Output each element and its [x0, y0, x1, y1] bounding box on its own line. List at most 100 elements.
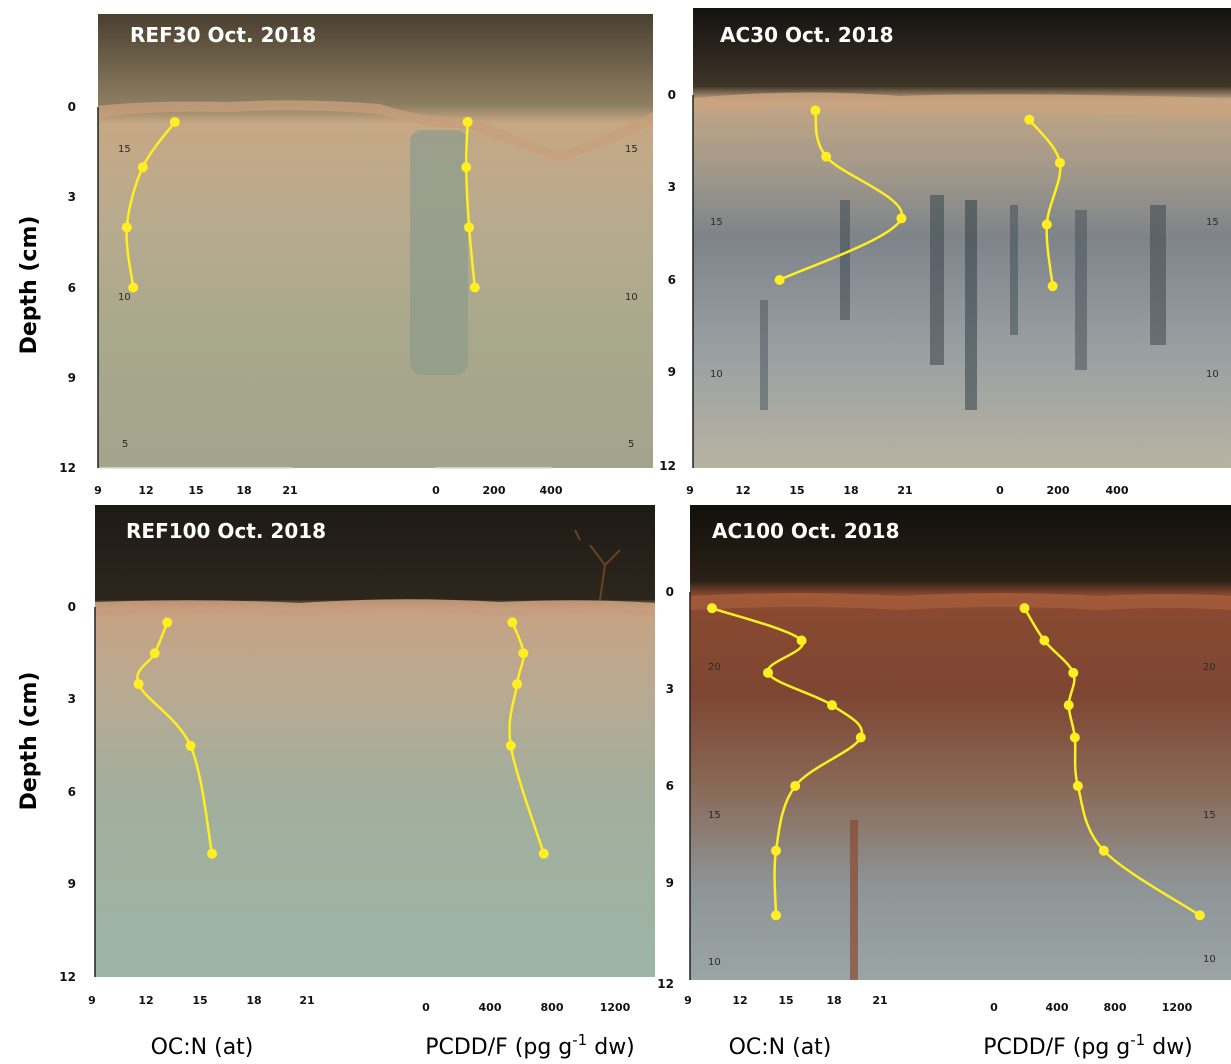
pcdd-series-point	[1019, 603, 1030, 614]
ruler-mark: 15	[625, 144, 638, 155]
x-ticks-ref30: 9 12 15 18 21 0 200 400	[94, 467, 563, 497]
pcdd-series-point	[1194, 910, 1205, 921]
y-tick-label: 6	[666, 779, 674, 793]
pcdd-title-suffix: dw)	[587, 1035, 635, 1060]
pcdd-tick-label: 400	[1046, 1001, 1069, 1014]
pcdd-series-point	[469, 282, 480, 293]
ocn-tick-label: 9	[88, 994, 96, 1007]
y-tick-label: 6	[668, 273, 676, 287]
y-tick-label: 6	[68, 785, 76, 799]
ocn-tick-label: 12	[138, 484, 153, 497]
ocn-tick-label: 12	[138, 994, 153, 1007]
pcdd-series-line	[464, 122, 477, 288]
pcdd-series-point	[512, 679, 523, 690]
ocn-series-point	[169, 117, 180, 128]
ruler-mark: 10	[1206, 369, 1219, 380]
pcdd-tick-label: 800	[541, 1001, 564, 1014]
pcdd-tick-label: 400	[540, 484, 563, 497]
pcdd-title-sup: -1	[572, 1031, 587, 1049]
ruler-marks: 15 15 10 10 5 5 15 15 10 10 20 20 15 15 …	[118, 144, 1219, 968]
ocn-series-point	[774, 275, 785, 285]
x-ticks-ac100: 9 12 15 18 21 0 400 800 1200	[684, 994, 1192, 1014]
pcdd-tick-label: 400	[1106, 484, 1129, 497]
ruler-mark: 15	[1206, 217, 1219, 228]
y-tick-label: 12	[59, 970, 76, 984]
ocn-series-point	[121, 222, 132, 233]
panel-ac100: AC100 Oct. 2018	[690, 505, 1231, 980]
ocn-series-point	[128, 282, 139, 293]
ocn-series-point	[790, 781, 801, 791]
panel-title-ref100: REF100 Oct. 2018	[126, 519, 326, 543]
dark-bands-ac30	[760, 195, 1166, 410]
pcdd-tick-label: 0	[422, 1001, 430, 1014]
panel-title-ac100: AC100 Oct. 2018	[712, 519, 900, 543]
ocn-tick-label: 9	[94, 484, 102, 497]
ocn-series-point	[137, 162, 148, 173]
y-axis-ac30: 0 3 6 9 12	[659, 88, 694, 473]
core-photo-ac100	[690, 505, 1231, 980]
ocn-tick-label: 18	[236, 484, 251, 497]
ocn-tick-label: 18	[246, 994, 261, 1007]
y-tick-label: 0	[68, 100, 76, 114]
y-tick-label: 12	[659, 459, 676, 473]
pcdd-tick-label: 800	[1104, 1001, 1127, 1014]
pcdd-series-point	[1068, 667, 1079, 678]
pcdd-series-point	[1063, 700, 1074, 711]
pcdd-series-point	[1039, 635, 1050, 646]
pcdd-tick-label: 0	[996, 484, 1004, 497]
ocn-tick-label: 18	[843, 484, 858, 497]
panel-ac30: AC30 Oct. 2018	[693, 8, 1231, 468]
pcdd-series-point	[538, 848, 549, 859]
pcdd-series-point	[461, 162, 472, 173]
ocn-tick-label: 15	[778, 994, 793, 1007]
ruler-mark: 15	[1203, 810, 1216, 821]
ruler-mark: 10	[708, 957, 721, 968]
y-axis-title-bottom: Depth (cm)	[17, 672, 42, 811]
ocn-series-point	[133, 679, 144, 690]
y-tick-label: 3	[668, 180, 676, 194]
ocn-tick-label: 18	[826, 994, 841, 1007]
ocn-tick-label: 21	[897, 484, 912, 497]
panel-title-ref30: REF30 Oct. 2018	[130, 23, 316, 47]
pcdd-series-point	[1098, 845, 1109, 856]
ruler-mark: 10	[625, 292, 638, 303]
ocn-tick-label: 12	[732, 994, 747, 1007]
y-tick-label: 3	[68, 692, 76, 706]
ruler-mark: 10	[1203, 954, 1216, 965]
ocn-series-line	[136, 621, 214, 854]
plant-debris-ref100	[574, 529, 621, 601]
x-axis-title-pcdd-right: PCDD/F (pg g-1 dw)	[983, 1031, 1193, 1060]
ocn-tick-label: 12	[735, 484, 750, 497]
y-axis-title-top: Depth (cm)	[17, 216, 42, 355]
panel-ref100: REF100 Oct. 2018	[95, 505, 655, 977]
core-photo-ac30	[693, 8, 1231, 468]
y-tick-label: 0	[68, 600, 76, 614]
x-axis-title-pcdd-left: PCDD/F (pg g-1 dw)	[425, 1031, 635, 1060]
pcdd-series-line	[508, 621, 545, 855]
series-layer	[121, 105, 1205, 921]
y-tick-label: 12	[657, 977, 674, 991]
sediment-surface-ac30	[693, 92, 1231, 118]
sediment-surface-ref30	[98, 100, 653, 160]
ocn-tick-label: 9	[684, 994, 692, 1007]
y-tick-label: 9	[68, 371, 76, 385]
ocn-series-point	[185, 740, 196, 751]
pcdd-title-sup: -1	[1130, 1031, 1145, 1049]
pcdd-title-prefix: PCDD/F (pg g	[983, 1035, 1130, 1060]
burrow-ref30	[410, 130, 468, 375]
pcdd-series-point	[507, 617, 518, 628]
sediment-surface-ac100	[690, 593, 1231, 610]
ruler-mark: 10	[118, 292, 131, 303]
y-tick-label: 6	[68, 281, 76, 295]
ocn-tick-label: 15	[192, 994, 207, 1007]
ocn-series-line	[779, 110, 903, 282]
ocn-series-point	[149, 648, 160, 659]
ocn-tick-label: 15	[789, 484, 804, 497]
core-photo-ref30	[98, 14, 653, 468]
pcdd-title-prefix: PCDD/F (pg g	[425, 1035, 572, 1060]
ocn-series-point	[162, 617, 173, 628]
ocn-series-point	[855, 732, 866, 743]
ocn-series-point	[896, 213, 907, 224]
ocn-tick-label: 15	[188, 484, 203, 497]
